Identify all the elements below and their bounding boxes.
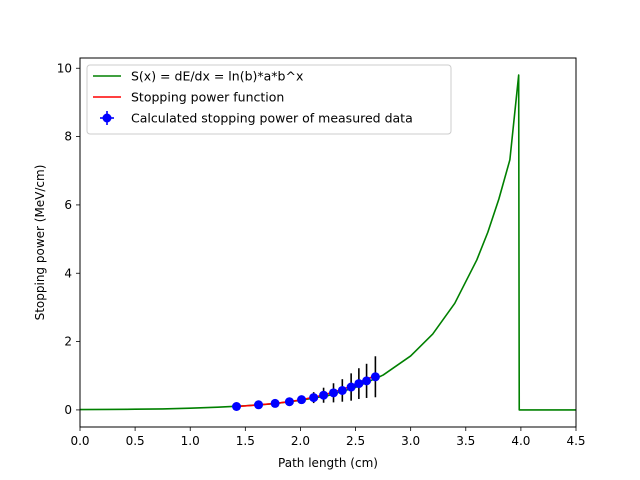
data-point — [362, 376, 372, 386]
data-point — [284, 397, 294, 407]
x-tick-label: 2.0 — [291, 434, 310, 448]
x-tick-label: 0.5 — [126, 434, 145, 448]
series-layer — [79, 74, 576, 411]
data-point — [319, 390, 329, 400]
legend-marker-swatch — [102, 113, 112, 123]
x-tick-label: 3.0 — [401, 434, 420, 448]
x-tick-label: 3.5 — [456, 434, 475, 448]
data-point — [346, 382, 356, 392]
data-point — [337, 385, 347, 395]
y-axis-label: Stopping power (MeV/cm) — [33, 165, 47, 321]
legend-label: S(x) = dE/dx = ln(b)*a*b^x — [131, 69, 303, 84]
y-tick-label: 0 — [64, 403, 72, 417]
x-tick-label: 4.5 — [566, 434, 585, 448]
data-point — [254, 400, 264, 410]
x-tick-label: 1.0 — [181, 434, 200, 448]
x-tick-label: 2.5 — [346, 434, 365, 448]
plot-frame — [79, 57, 577, 428]
y-tick-label: 8 — [64, 130, 72, 144]
x-axis: 0.0 0.5 1.0 1.5 2.0 2.5 3.0 3.5 4.0 4.5 — [70, 427, 586, 448]
y-tick-label: 10 — [57, 61, 72, 75]
x-tick-label: 4.0 — [511, 434, 530, 448]
x-tick-label: 1.5 — [236, 434, 255, 448]
data-point — [329, 388, 339, 398]
y-tick-label: 4 — [64, 266, 72, 280]
y-tick-label: 2 — [64, 335, 72, 349]
data-point — [354, 379, 364, 389]
data-point — [232, 402, 242, 411]
data-point — [370, 372, 380, 382]
legend-box — [86, 64, 452, 135]
legend: S(x) = dE/dx = ln(b)*a*b^x Stopping power… — [86, 64, 452, 135]
y-axis: 0 2 4 6 8 10 — [57, 61, 80, 417]
x-axis-label: Path length (cm) — [278, 456, 378, 470]
y-tick-label: 6 — [64, 198, 72, 212]
data-point — [309, 393, 319, 403]
x-tick-label: 0.0 — [70, 434, 89, 448]
legend-label: Stopping power function — [131, 90, 284, 105]
data-point — [297, 395, 307, 405]
data-point — [270, 398, 280, 408]
legend-label: Calculated stopping power of measured da… — [131, 111, 413, 126]
